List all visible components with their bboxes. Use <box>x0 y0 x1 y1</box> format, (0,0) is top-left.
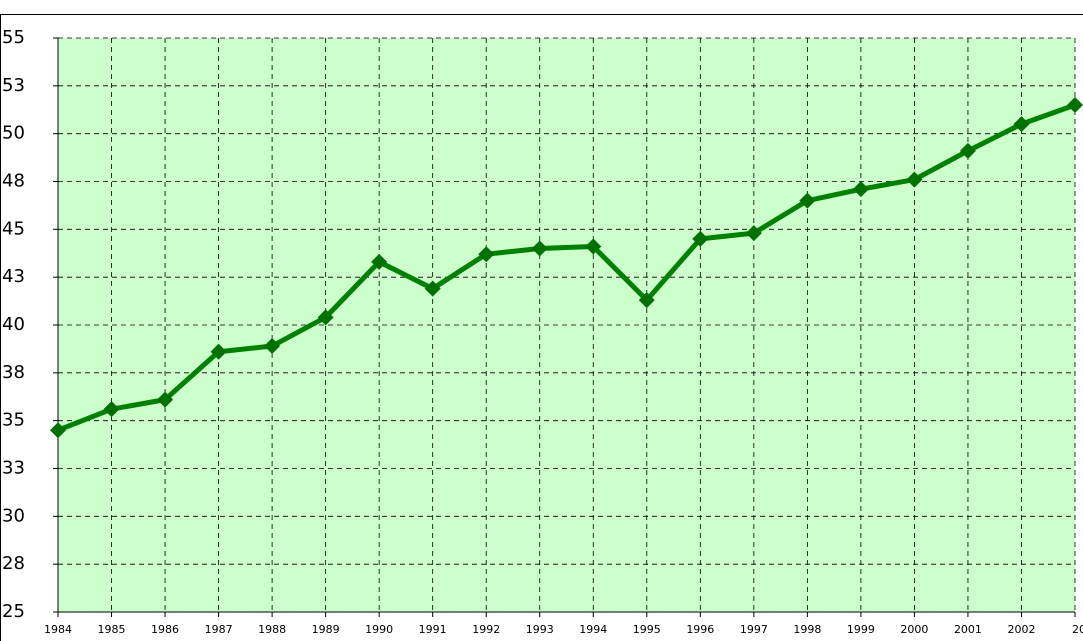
data-marker <box>531 240 548 257</box>
x-tick-label: 1990 <box>365 623 393 636</box>
data-marker <box>906 171 923 188</box>
x-tick-label: 1993 <box>526 623 554 636</box>
data-marker <box>424 280 441 297</box>
data-line <box>57 102 1076 433</box>
y-tick-label: 43 <box>2 266 25 287</box>
data-marker <box>585 238 602 255</box>
y-tick-label: 33 <box>2 458 25 479</box>
y-tick-label: 28 <box>2 553 25 574</box>
data-marker <box>692 230 709 247</box>
data-marker <box>745 225 762 242</box>
x-tick-label: 1986 <box>151 623 179 636</box>
x-tick-label: 1989 <box>312 623 340 636</box>
x-tick-label: 1999 <box>847 623 875 636</box>
x-tick-label: 1988 <box>258 623 286 636</box>
x-tick-label: 2001 <box>954 623 982 636</box>
x-tick-label: 1985 <box>98 623 126 636</box>
data-marker <box>50 422 66 439</box>
data-marker <box>103 401 120 418</box>
data-marker <box>157 391 174 408</box>
data-marker <box>264 338 281 355</box>
x-tick-label: 2002 <box>1007 623 1035 636</box>
y-tick-label: 48 <box>2 171 25 192</box>
x-tick-label: 1987 <box>205 623 233 636</box>
x-tick-label: 1995 <box>633 623 661 636</box>
x-tick-label: 1991 <box>419 623 447 636</box>
x-tick-label: 200 <box>1072 623 1083 636</box>
y-tick-label: 53 <box>2 75 25 96</box>
x-tick-label: 1997 <box>740 623 768 636</box>
data-marker <box>799 192 816 209</box>
data-marker <box>638 292 655 309</box>
y-tick-label: 45 <box>2 218 25 239</box>
data-marker <box>210 343 227 360</box>
x-tick-label: 1984 <box>44 623 72 636</box>
y-tick-label: 50 <box>2 123 25 144</box>
data-marker <box>852 181 869 198</box>
data-marker <box>478 246 495 263</box>
y-tick-label: 40 <box>2 314 25 335</box>
y-tick-label: 30 <box>2 505 25 526</box>
data-marker <box>1013 116 1030 133</box>
y-tick-label: 55 <box>2 27 25 48</box>
x-tick-label: 1992 <box>472 623 500 636</box>
data-marker <box>371 253 388 270</box>
x-tick-label: 1996 <box>686 623 714 636</box>
y-tick-label: 25 <box>2 601 25 622</box>
y-tick-label: 35 <box>2 410 25 431</box>
y-tick-label: 38 <box>2 362 25 383</box>
x-tick-label: 1994 <box>579 623 607 636</box>
data-marker <box>959 142 976 159</box>
x-tick-label: 1998 <box>793 623 821 636</box>
data-marker <box>1067 96 1083 113</box>
x-tick-label: 2000 <box>900 623 928 636</box>
data-marker <box>317 309 334 326</box>
